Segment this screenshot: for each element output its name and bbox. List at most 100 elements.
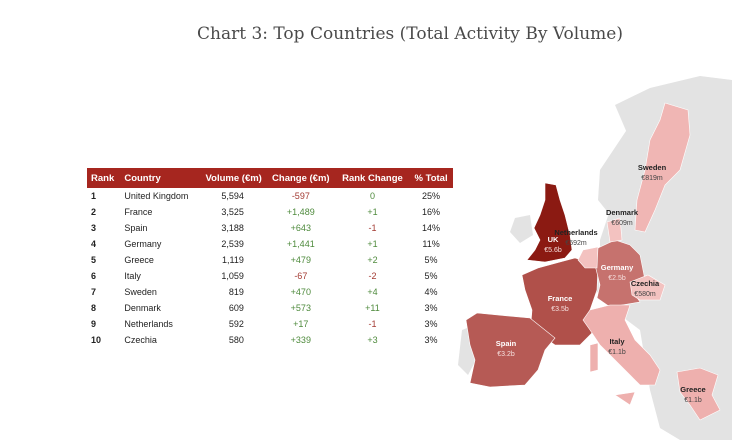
column-header: Rank Change <box>335 168 410 188</box>
table-row: 4 Germany 2,539 +1,441 +1 11% <box>87 236 453 252</box>
table-cell: 2,539 <box>221 239 244 249</box>
table-cell: -67 <box>294 271 308 281</box>
table-cell: Czechia <box>124 335 157 345</box>
table-cell: -2 <box>368 271 377 281</box>
map-label-value: €3.5b <box>551 306 569 313</box>
map-label-name: Germany <box>601 263 634 272</box>
table-cell: +1,489 <box>286 207 315 217</box>
map-label-name: Netherlands <box>554 228 597 237</box>
table-cell: +17 <box>293 319 309 329</box>
map-label-name: Denmark <box>606 208 639 217</box>
table-cell: 3% <box>424 335 438 345</box>
table-cell: -597 <box>291 191 310 201</box>
table-cell: 3,525 <box>221 207 244 217</box>
table-cell: +1 <box>367 207 378 217</box>
table-cell: 5% <box>424 271 438 281</box>
column-header: % Total <box>409 168 453 188</box>
column-header: Rank <box>87 168 121 188</box>
table-cell: 9 <box>91 319 97 329</box>
map-norway <box>598 95 668 220</box>
table-cell: +643 <box>290 223 311 233</box>
table-cell: 14% <box>422 223 441 233</box>
map-ireland <box>510 215 533 243</box>
table-cell: -1 <box>368 223 377 233</box>
map-label-name: Sweden <box>638 163 667 172</box>
table-cell: +339 <box>290 335 311 345</box>
table-cell: Denmark <box>124 303 161 313</box>
table-cell: +1,441 <box>286 239 315 249</box>
table-cell: Sweden <box>124 287 157 297</box>
table-cell: 3,188 <box>221 223 244 233</box>
map-country-italy <box>589 342 599 373</box>
column-header: Country <box>120 168 198 188</box>
map-country-czechia <box>629 274 666 301</box>
map-country-greece <box>676 367 721 421</box>
map-country-spain <box>465 312 556 388</box>
table-cell: -1 <box>368 319 377 329</box>
table-row: 7 Sweden 819 +470 +4 4% <box>87 284 453 300</box>
table-cell: +479 <box>290 255 311 265</box>
table-cell: +11 <box>365 303 380 313</box>
table-cell: Netherlands <box>124 319 173 329</box>
table-cell: Italy <box>124 271 141 281</box>
map-label-value: €580m <box>634 291 656 298</box>
map-label-name: Spain <box>496 339 517 348</box>
table-cell: 819 <box>228 287 244 297</box>
table-cell: 16% <box>422 207 441 217</box>
map-label-value: €1.1b <box>608 349 626 356</box>
map-label-value: €609m <box>611 220 633 227</box>
map-country-sweden <box>634 102 691 233</box>
table-cell: Greece <box>124 255 154 265</box>
table-cell: +573 <box>290 303 311 313</box>
map-label-value: €819m <box>641 175 663 182</box>
map-country-italy <box>614 391 636 406</box>
table-cell: 2 <box>91 207 97 217</box>
table-cell: 3% <box>424 303 438 313</box>
map-label-value: €592m <box>565 240 587 247</box>
table-cell: 6 <box>91 271 97 281</box>
map-country-netherlands <box>577 246 599 269</box>
table-row: 10 Czechia 580 +339 +3 3% <box>87 332 453 348</box>
map-label-value: €5.6b <box>544 247 562 254</box>
table-cell: 25% <box>422 191 441 201</box>
table-row: 6 Italy 1,059 -67 -2 5% <box>87 268 453 284</box>
table-cell: 592 <box>228 319 244 329</box>
table-cell: France <box>124 207 153 217</box>
map-label-name: France <box>548 294 573 303</box>
table-cell: 0 <box>369 191 375 201</box>
map-label-name: Greece <box>680 385 705 394</box>
table-cell: +2 <box>367 255 378 265</box>
table-row: 8 Denmark 609 +573 +11 3% <box>87 300 453 316</box>
table-cell: 3% <box>424 319 438 329</box>
table-cell: United Kingdom <box>124 191 189 201</box>
map-label-name: Italy <box>609 337 625 346</box>
map-balkans <box>640 300 700 372</box>
table-cell: 5% <box>424 255 438 265</box>
table-cell: 4% <box>424 287 438 297</box>
map-label-value: €1.1b <box>684 397 702 404</box>
table-cell: 5,594 <box>221 191 244 201</box>
top-countries-table: Rank Country Volume (€m) Change (€m) Rank Ch… <box>87 168 453 348</box>
table-cell: +470 <box>290 287 311 297</box>
table-header: Rank Country Volume (€m) Change (€m) Rank Ch… <box>87 168 453 188</box>
table-cell: 1 <box>91 191 97 201</box>
table-cell: 8 <box>91 303 97 313</box>
table-cell: 4 <box>91 239 97 249</box>
chart-title: Chart 3: Top Countries (Total Activity B… <box>197 24 623 44</box>
table-cell: 1,059 <box>221 271 244 281</box>
table-cell: 11% <box>422 239 440 249</box>
table-row: 9 Netherlands 592 +17 -1 3% <box>87 316 453 332</box>
map-country-denmark <box>606 217 623 243</box>
table-cell: +1 <box>367 239 378 249</box>
map-label-value: €3.2b <box>497 351 515 358</box>
table-cell: 7 <box>91 287 97 297</box>
map-country-uk <box>526 182 573 263</box>
table-cell: 5 <box>91 255 97 265</box>
table-cell: Spain <box>124 223 148 233</box>
table-row: 3 Spain 3,188 +643 -1 14% <box>87 220 453 236</box>
column-header: Change (€m) <box>265 168 336 188</box>
table-row: 1 United Kingdom 5,594 -597 0 25% <box>87 188 453 204</box>
map-label-name: Czechia <box>631 279 660 288</box>
table-cell: 1,119 <box>221 255 244 265</box>
